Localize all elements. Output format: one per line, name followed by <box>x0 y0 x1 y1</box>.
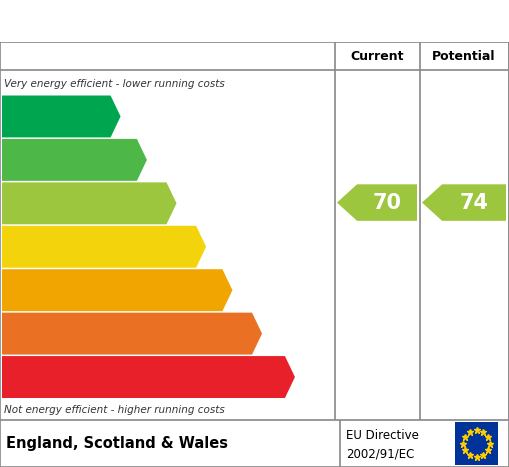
Polygon shape <box>2 182 177 224</box>
Text: D: D <box>190 238 206 256</box>
Text: (81-91): (81-91) <box>6 155 46 165</box>
Text: (92+): (92+) <box>6 112 37 121</box>
Text: (55-68): (55-68) <box>6 242 46 252</box>
Text: EU Directive: EU Directive <box>346 429 419 441</box>
Text: Energy Efficiency Rating: Energy Efficiency Rating <box>10 11 317 31</box>
Text: 2002/91/EC: 2002/91/EC <box>346 447 414 460</box>
Polygon shape <box>2 356 295 398</box>
Text: Very energy efficient - lower running costs: Very energy efficient - lower running co… <box>4 79 225 89</box>
Text: Current: Current <box>350 50 404 63</box>
Polygon shape <box>2 312 262 354</box>
Text: England, Scotland & Wales: England, Scotland & Wales <box>6 436 228 451</box>
Text: E: E <box>218 281 231 299</box>
Text: C: C <box>162 194 175 212</box>
Text: G: G <box>279 368 294 386</box>
Text: Potential: Potential <box>432 50 496 63</box>
Polygon shape <box>2 139 147 181</box>
Polygon shape <box>2 269 233 311</box>
Text: B: B <box>132 151 146 169</box>
Text: 70: 70 <box>373 192 402 212</box>
Polygon shape <box>422 184 506 221</box>
Text: (39-54): (39-54) <box>6 285 46 295</box>
Text: A: A <box>106 107 120 126</box>
Text: Not energy efficient - higher running costs: Not energy efficient - higher running co… <box>4 405 225 415</box>
Text: (21-38): (21-38) <box>6 329 46 339</box>
Polygon shape <box>2 95 121 137</box>
Text: (1-20): (1-20) <box>6 372 39 382</box>
Text: (69-80): (69-80) <box>6 198 46 208</box>
Polygon shape <box>337 184 417 221</box>
Text: F: F <box>248 325 260 343</box>
Polygon shape <box>2 226 206 268</box>
Text: 74: 74 <box>460 192 489 212</box>
